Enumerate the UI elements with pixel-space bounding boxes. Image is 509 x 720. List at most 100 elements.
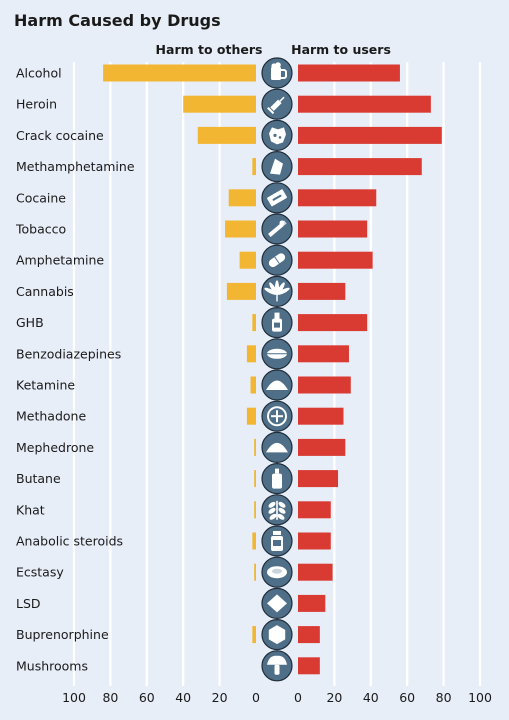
bar-others-crack-cocaine (197, 126, 256, 144)
category-label-buprenorphine: Buprenorphine (16, 627, 109, 642)
category-label-heroin: Heroin (16, 97, 57, 112)
category-label-mushrooms: Mushrooms (16, 658, 88, 673)
category-label-butane: Butane (16, 471, 61, 486)
bar-others-anabolic-steroids (252, 532, 256, 550)
tick-label-users-80: 80 (436, 690, 452, 705)
bar-users-lsd (298, 594, 326, 612)
category-label-methadone: Methadone (16, 409, 86, 424)
bar-users-crack-cocaine (298, 126, 442, 144)
bar-users-mephedrone (298, 438, 346, 456)
tick-label-users-40: 40 (363, 690, 379, 705)
bar-others-benzodiazepines (246, 345, 256, 363)
bar-others-khat (254, 501, 256, 519)
bar-others-cocaine (228, 189, 256, 207)
bar-users-butane (298, 470, 339, 488)
category-label-alcohol: Alcohol (16, 66, 62, 81)
tick-label-others-100: 100 (62, 690, 86, 705)
syringe-icon (261, 88, 293, 120)
category-label-khat: Khat (16, 502, 45, 517)
grid-lines (72, 62, 482, 686)
bar-users-anabolic-steroids (298, 532, 331, 550)
powder-pile-icon (261, 431, 293, 463)
mushroom-icon (261, 650, 293, 682)
bar-others-ecstasy (254, 563, 256, 581)
khat-leaves-icon (261, 494, 293, 526)
bar-others-ghb (252, 314, 256, 332)
blotter-diamond-icon (261, 587, 293, 620)
beer-mug-icon (261, 57, 293, 89)
category-label-ecstasy: Ecstasy (16, 565, 64, 580)
category-label-cocaine: Cocaine (16, 190, 66, 205)
bar-others-amphetamine (239, 251, 256, 269)
category-label-lsd: LSD (16, 596, 41, 611)
bottle-icon (261, 307, 293, 339)
category-label-ketamine: Ketamine (16, 378, 75, 393)
tick-label-others-80: 80 (102, 690, 118, 705)
category-label-amphetamine: Amphetamine (16, 253, 104, 268)
category-label-tobacco: Tobacco (15, 222, 66, 237)
bar-users-methadone (298, 407, 344, 425)
tick-label-users-0: 0 (294, 690, 302, 705)
crack-rock-icon (261, 119, 293, 151)
bar-users-ketamine (298, 376, 351, 394)
tick-label-users-60: 60 (399, 690, 415, 705)
category-labels: Alcohol Heroin Crack cocaine Methamphetamin… (15, 66, 135, 674)
powder-pile-icon (261, 369, 293, 401)
tablet-icon (261, 338, 293, 370)
bar-users-ghb (298, 314, 368, 332)
tick-label-others-60: 60 (139, 690, 155, 705)
hexagon-pill-icon (261, 618, 293, 651)
scored-pill-icon (261, 400, 293, 432)
meth-crystal-icon (261, 151, 293, 183)
bar-others-tobacco (225, 220, 256, 238)
bar-users-tobacco (298, 220, 368, 238)
bar-users-ecstasy (298, 563, 333, 581)
ecstasy-pill-icon (261, 556, 293, 588)
category-label-crack-cocaine: Crack cocaine (16, 128, 104, 143)
category-label-anabolic-steroids: Anabolic steroids (16, 534, 123, 549)
medicine-bottle-icon (261, 525, 293, 557)
tick-label-others-0: 0 (252, 690, 260, 705)
bar-others-methadone (246, 407, 256, 425)
cannabis-leaf-icon (261, 275, 293, 307)
drug-icons (261, 57, 293, 682)
bar-users-cocaine (298, 189, 377, 207)
category-label-ghb: GHB (16, 315, 44, 330)
bar-others-heroin (183, 95, 256, 113)
capsule-icon (261, 244, 293, 276)
bar-users-mushrooms (298, 657, 320, 675)
harm-to-users-bars (298, 64, 442, 675)
bar-users-buprenorphine (298, 626, 320, 644)
bar-users-heroin (298, 95, 431, 113)
category-label-benzodiazepines: Benzodiazepines (16, 346, 121, 361)
tick-label-users-20: 20 (326, 690, 342, 705)
tick-label-others-20: 20 (212, 690, 228, 705)
bar-users-cannabis (298, 282, 346, 300)
tick-label-others-40: 40 (175, 690, 191, 705)
bar-users-alcohol (298, 64, 400, 82)
category-label-methamphetamine: Methamphetamine (16, 159, 135, 174)
bar-others-ketamine (250, 376, 256, 394)
bar-users-amphetamine (298, 251, 373, 269)
bar-users-methamphetamine (298, 158, 422, 176)
bar-others-methamphetamine (252, 158, 256, 176)
chart-title: Harm Caused by Drugs (14, 11, 221, 30)
bar-users-benzodiazepines (298, 345, 349, 363)
razor-blade-icon (261, 182, 293, 214)
category-label-mephedrone: Mephedrone (16, 440, 94, 455)
cigarette-icon (261, 213, 293, 245)
bar-others-cannabis (226, 282, 256, 300)
axis-tick-labels: 0 0 20 20 40 40 60 60 80 80 100 100 (62, 690, 492, 705)
bar-others-alcohol (103, 64, 257, 82)
harm-to-others-header: Harm to others (156, 42, 263, 57)
category-label-cannabis: Cannabis (16, 284, 74, 299)
bar-others-mephedrone (254, 438, 256, 456)
harm-to-others-bars (103, 64, 257, 644)
bar-others-butane (254, 470, 256, 488)
tick-label-users-100: 100 (468, 690, 492, 705)
bar-others-buprenorphine (252, 626, 256, 644)
aerosol-can-icon (261, 463, 293, 495)
harm-to-users-header: Harm to users (291, 42, 391, 57)
bar-users-khat (298, 501, 331, 519)
